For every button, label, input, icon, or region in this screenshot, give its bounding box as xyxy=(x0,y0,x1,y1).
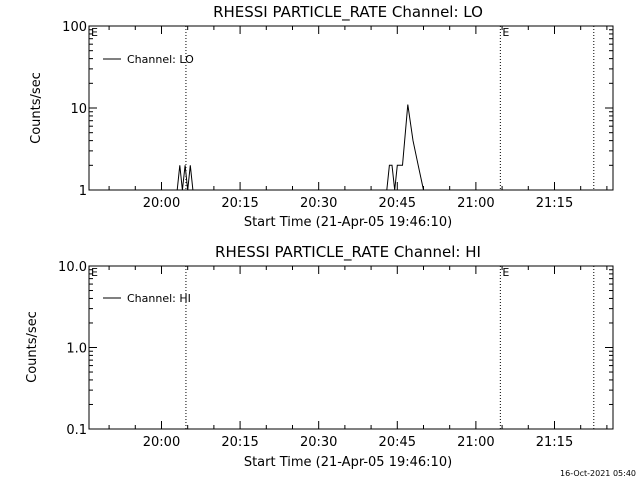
legend-entry: Channel: HI xyxy=(127,292,191,305)
x-tick-label: 20:15 xyxy=(221,435,258,450)
x-tick-label: 20:30 xyxy=(300,196,337,211)
plot-frame xyxy=(88,265,614,430)
x-tick-label: 21:15 xyxy=(536,196,573,211)
x-tick-label: 21:00 xyxy=(457,435,494,450)
x-axis-label: Start Time (21-Apr-05 19:46:10) xyxy=(244,455,452,470)
x-tick-label: 20:15 xyxy=(221,196,258,211)
x-tick-label: 20:30 xyxy=(300,435,337,450)
event-marker-label: E xyxy=(502,266,509,279)
x-axis-label: Start Time (21-Apr-05 19:46:10) xyxy=(244,215,452,230)
x-tick-label: 20:45 xyxy=(379,435,416,450)
footer-timestamp: 16-Oct-2021 05:40 xyxy=(560,469,636,478)
y-tick-label: 10.0 xyxy=(58,260,87,275)
x-tick-label: 20:00 xyxy=(143,196,180,211)
x-tick-label: 21:00 xyxy=(457,196,494,211)
legend-entry: Channel: LO xyxy=(127,53,194,66)
event-marker-label: E xyxy=(91,26,98,39)
y-tick-label: 10 xyxy=(70,102,87,117)
plot-frame xyxy=(88,25,614,191)
y-axis-label: Counts/sec xyxy=(25,311,40,383)
x-tick-label: 20:00 xyxy=(143,435,180,450)
series-line xyxy=(176,104,424,191)
chart-title: RHESSI PARTICLE_RATE Channel: HI xyxy=(215,243,481,262)
y-axis-label: Counts/sec xyxy=(29,72,44,144)
y-tick-label: 0.1 xyxy=(66,423,87,438)
event-marker-label: E xyxy=(502,26,509,39)
event-marker-label: E xyxy=(91,266,98,279)
x-tick-label: 21:15 xyxy=(536,435,573,450)
x-tick-label: 20:45 xyxy=(379,196,416,211)
y-tick-label: 1.0 xyxy=(66,342,87,357)
y-tick-label: 100 xyxy=(62,20,87,35)
chart-title: RHESSI PARTICLE_RATE Channel: LO xyxy=(213,3,483,22)
y-tick-label: 1 xyxy=(79,184,87,199)
